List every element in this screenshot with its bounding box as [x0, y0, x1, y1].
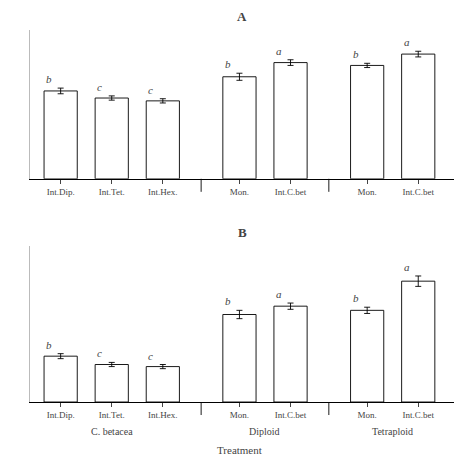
svg-text:Int.Hex.: Int.Hex.	[148, 410, 178, 420]
svg-text:c: c	[97, 347, 102, 359]
svg-text:Mon.: Mon.	[358, 410, 377, 420]
svg-text:a: a	[404, 261, 410, 273]
svg-text:Int.Tet.: Int.Tet.	[99, 187, 125, 197]
svg-text:a: a	[404, 36, 410, 48]
svg-text:a: a	[276, 45, 282, 57]
svg-text:A: A	[237, 9, 247, 24]
svg-text:a: a	[276, 288, 282, 300]
svg-text:b: b	[353, 48, 359, 60]
svg-text:Int.Dip.: Int.Dip.	[47, 410, 75, 420]
svg-text:Mon.: Mon.	[230, 410, 249, 420]
svg-text:b: b	[353, 292, 359, 304]
svg-text:c: c	[148, 350, 153, 362]
svg-text:Int.C.bet: Int.C.bet	[402, 410, 434, 420]
svg-text:Mon.: Mon.	[358, 187, 377, 197]
svg-text:B: B	[238, 225, 247, 240]
svg-text:C. betacea: C. betacea	[91, 426, 133, 437]
svg-text:c: c	[97, 81, 102, 93]
svg-text:b: b	[46, 73, 52, 85]
svg-text:Treatment: Treatment	[217, 444, 262, 456]
svg-text:Int.C.bet: Int.C.bet	[275, 187, 307, 197]
svg-text:Int.C.bet: Int.C.bet	[402, 187, 434, 197]
svg-text:c: c	[148, 84, 153, 96]
svg-text:Tetraploid: Tetraploid	[372, 426, 413, 437]
svg-text:b: b	[46, 339, 52, 351]
svg-text:Int.Hex.: Int.Hex.	[148, 187, 178, 197]
svg-text:Diploid: Diploid	[249, 426, 280, 437]
svg-text:b: b	[225, 295, 231, 307]
svg-text:Int.Dip.: Int.Dip.	[47, 187, 75, 197]
svg-text:Mon.: Mon.	[230, 187, 249, 197]
svg-text:Int.C.bet: Int.C.bet	[275, 410, 307, 420]
svg-text:Int.Tet.: Int.Tet.	[99, 410, 125, 420]
svg-text:b: b	[225, 58, 231, 70]
